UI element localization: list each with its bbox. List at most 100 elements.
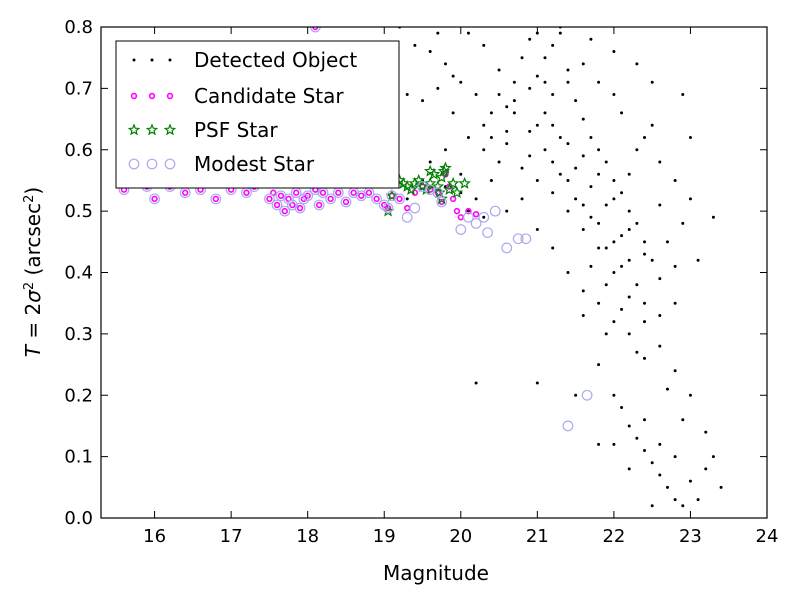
data-point — [627, 172, 631, 176]
y-label-close: ) — [21, 187, 45, 195]
data-point — [466, 209, 470, 213]
data-point — [643, 252, 647, 256]
data-point — [612, 93, 616, 97]
data-point — [512, 80, 516, 84]
data-point — [520, 166, 524, 170]
data-point — [574, 99, 578, 103]
data-point — [365, 189, 373, 196]
data-point — [497, 68, 501, 72]
legend-item-modest-star: Modest Star — [128, 152, 315, 176]
data-point — [620, 264, 624, 268]
data-point — [279, 205, 291, 217]
x-tick-label: 19 — [373, 526, 396, 547]
data-point — [474, 93, 478, 97]
y-label-sigma: σ — [21, 289, 45, 303]
y-label-var-T: T — [21, 343, 45, 357]
data-point — [551, 43, 555, 47]
data-point — [581, 389, 593, 401]
data-point — [426, 186, 434, 193]
data-point — [574, 393, 578, 397]
data-point — [371, 193, 382, 205]
data-point — [472, 210, 480, 218]
data-point — [313, 199, 325, 211]
data-point — [589, 264, 593, 268]
legend-marker — [168, 58, 172, 62]
y-tick-label: 0.5 — [64, 201, 93, 222]
data-point — [597, 148, 601, 152]
data-point — [650, 504, 654, 508]
data-point — [424, 184, 436, 196]
data-point — [650, 123, 654, 127]
data-point — [665, 485, 669, 489]
data-point — [458, 176, 471, 189]
data-point — [612, 393, 616, 397]
x-tick-label: 22 — [602, 526, 625, 547]
data-point — [673, 498, 677, 502]
data-point — [620, 234, 624, 238]
data-point — [566, 68, 570, 72]
svg-text:T = 2σ2 (arcsec2): T = 2σ2 (arcsec2) — [21, 187, 45, 357]
data-point — [665, 387, 669, 391]
data-point — [643, 240, 647, 244]
data-point — [378, 199, 390, 211]
legend-label: Modest Star — [194, 152, 315, 176]
y-tick-label: 0.6 — [64, 140, 93, 161]
data-point — [298, 193, 310, 205]
y-label-sup: 2 — [22, 282, 37, 290]
data-point — [505, 105, 509, 109]
data-point — [436, 86, 440, 90]
data-point — [501, 242, 513, 254]
x-axis: 16 17 18 19 20 21 22 23 24 — [143, 27, 778, 547]
data-point — [474, 197, 478, 201]
data-point — [696, 258, 700, 262]
data-point — [612, 442, 616, 446]
data-point — [635, 436, 639, 440]
data-point — [658, 473, 662, 477]
data-point — [658, 442, 662, 446]
legend-item-detected-object: Detected Object — [132, 48, 357, 72]
data-point — [528, 37, 532, 41]
data-point — [396, 195, 403, 203]
data-point — [574, 197, 578, 201]
x-axis-label: Magnitude — [383, 561, 489, 585]
data-point — [535, 74, 539, 78]
data-point — [566, 142, 570, 146]
data-point — [696, 498, 700, 502]
data-point — [413, 43, 417, 47]
data-point — [551, 160, 555, 164]
data-point — [711, 455, 715, 459]
data-point — [635, 148, 639, 152]
data-point — [489, 135, 493, 139]
data-point — [612, 197, 616, 201]
data-point — [581, 154, 585, 158]
data-point — [332, 187, 344, 199]
data-point — [497, 160, 501, 164]
data-point — [528, 154, 532, 158]
data-point — [681, 504, 685, 508]
data-point — [704, 430, 708, 434]
y-tick-label: 0.1 — [64, 447, 93, 468]
data-point — [551, 123, 555, 127]
data-point — [673, 301, 677, 305]
data-point — [394, 193, 405, 205]
data-point — [627, 258, 631, 262]
data-point — [627, 332, 631, 336]
data-point — [581, 313, 585, 317]
data-point — [212, 195, 220, 203]
data-point — [465, 207, 472, 215]
data-point — [381, 201, 388, 209]
data-point — [658, 313, 662, 317]
plot-area — [118, 27, 723, 508]
data-point — [404, 183, 418, 195]
data-point — [650, 80, 654, 84]
data-point — [688, 479, 692, 483]
data-point — [273, 201, 281, 209]
data-point — [423, 164, 437, 177]
data-point — [293, 189, 300, 196]
legend-marker — [150, 58, 154, 62]
legend-box — [115, 40, 400, 189]
data-point — [566, 271, 570, 274]
data-point — [405, 197, 409, 201]
legend-marker — [146, 158, 158, 170]
